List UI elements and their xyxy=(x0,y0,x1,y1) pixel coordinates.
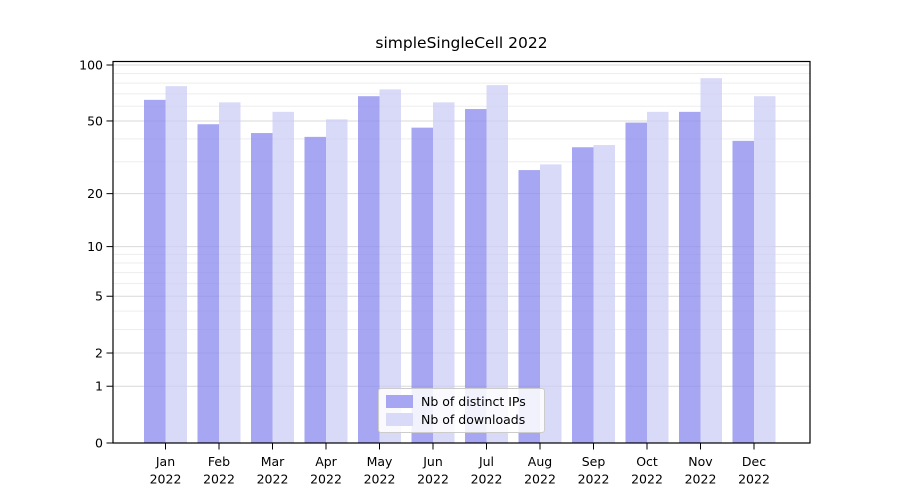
x-tick-label-year: 2022 xyxy=(417,472,449,487)
plot-frame xyxy=(112,60,811,444)
x-tick-label-month: Sep xyxy=(582,454,606,469)
bar-downloads-jun xyxy=(433,102,455,443)
bar-distinct-ips-jan xyxy=(144,99,166,443)
bar-downloads-oct xyxy=(647,111,669,443)
bar-distinct-ips-mar xyxy=(251,133,273,443)
x-tick-label-year: 2022 xyxy=(203,472,235,487)
y-tick-label: 1 xyxy=(95,379,103,394)
x-tick-label-year: 2022 xyxy=(578,472,610,487)
bar-downloads-feb xyxy=(219,102,241,443)
x-tick-label-month: Apr xyxy=(315,454,337,469)
x-tick-label-year: 2022 xyxy=(738,472,770,487)
bar-downloads-apr xyxy=(326,119,348,443)
bar-downloads-mar xyxy=(272,111,294,443)
chart-title: simpleSingleCell 2022 xyxy=(375,34,548,52)
x-tick-label-year: 2022 xyxy=(257,472,289,487)
x-tick-label-year: 2022 xyxy=(310,472,342,487)
bar-distinct-ips-aug xyxy=(518,170,540,443)
x-tick-label-month: Aug xyxy=(528,454,552,469)
bar-downloads-nov xyxy=(700,78,722,443)
x-tick-label-year: 2022 xyxy=(685,472,717,487)
y-tick-label: 2 xyxy=(95,345,103,360)
legend-label-downloads: Nb of downloads xyxy=(421,411,526,427)
y-tick-label: 10 xyxy=(87,239,103,254)
y-tick-label: 5 xyxy=(95,289,103,304)
x-tick-label-year: 2022 xyxy=(364,472,396,487)
x-tick-label-month: Oct xyxy=(636,454,658,469)
x-tick-label-year: 2022 xyxy=(524,472,556,487)
x-tick-label-month: Jun xyxy=(422,454,443,469)
x-tick-label-year: 2022 xyxy=(471,472,503,487)
legend-item-distinct-ips: Nb of distinct IPs xyxy=(386,393,537,409)
bar-downloads-may xyxy=(379,89,401,443)
bar-downloads-dec xyxy=(754,96,776,443)
x-tick-label-month: Jan xyxy=(155,454,175,469)
x-tick-label-month: May xyxy=(367,454,393,469)
x-tick-label-month: Nov xyxy=(688,454,713,469)
x-tick-label-month: Mar xyxy=(261,454,285,469)
y-tick-label: 0 xyxy=(95,435,103,450)
bar-distinct-ips-jul xyxy=(465,109,487,443)
bar-downloads-jul xyxy=(486,85,508,444)
bar-distinct-ips-dec xyxy=(732,140,754,444)
bar-distinct-ips-nov xyxy=(679,111,701,443)
legend: Nb of distinct IPs Nb of downloads xyxy=(378,388,545,433)
y-tick-label: 50 xyxy=(87,113,103,128)
legend-swatch-distinct-ips-icon xyxy=(386,395,413,408)
bar-distinct-ips-feb xyxy=(197,124,219,444)
x-tick-label-year: 2022 xyxy=(150,472,182,487)
bar-distinct-ips-oct xyxy=(625,122,647,444)
bar-distinct-ips-may xyxy=(358,96,380,443)
bar-distinct-ips-apr xyxy=(304,136,326,443)
bar-downloads-jan xyxy=(165,86,187,443)
legend-item-downloads: Nb of downloads xyxy=(386,411,537,427)
bar-distinct-ips-sep xyxy=(572,147,594,443)
bar-distinct-ips-jun xyxy=(411,127,433,443)
y-tick-label: 20 xyxy=(87,186,103,201)
x-tick-label-month: Jul xyxy=(478,454,494,469)
x-tick-label-month: Dec xyxy=(742,454,766,469)
x-tick-label-year: 2022 xyxy=(631,472,663,487)
legend-swatch-downloads-icon xyxy=(386,413,413,426)
bar-downloads-aug xyxy=(540,164,562,443)
bar-downloads-sep xyxy=(593,145,615,444)
x-tick-label-month: Feb xyxy=(208,454,230,469)
legend-label-distinct-ips: Nb of distinct IPs xyxy=(421,393,526,409)
y-tick-label: 100 xyxy=(79,57,103,72)
